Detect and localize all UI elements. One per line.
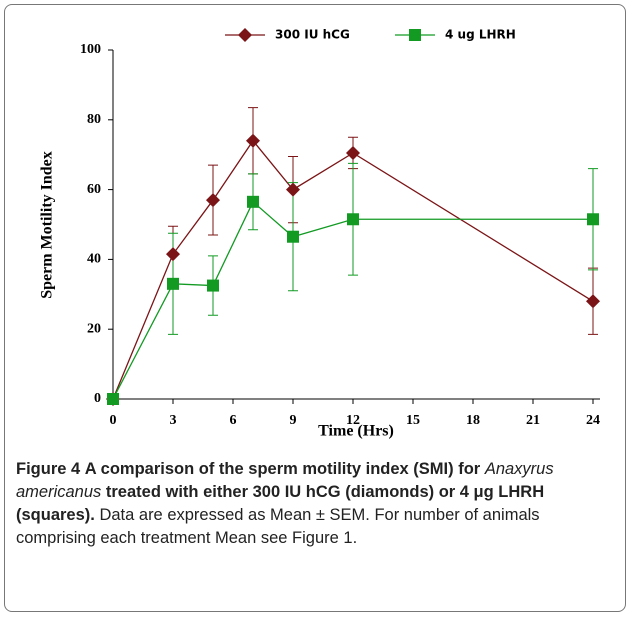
y-tick-label: 60	[87, 182, 101, 197]
diamond-marker	[206, 193, 220, 208]
legend-label: 300 IU hCG	[275, 28, 350, 42]
square-marker	[247, 195, 259, 208]
y-axis-label: Sperm Motility Index	[39, 151, 56, 299]
x-tick-label: 21	[526, 413, 540, 428]
diamond-marker	[346, 145, 360, 160]
x-tick-label: 0	[110, 413, 117, 428]
x-axis-label: Time (Hrs)	[318, 423, 394, 440]
x-tick-label: 15	[406, 413, 420, 428]
legend-marker	[238, 28, 252, 42]
diamond-marker	[246, 133, 260, 148]
caption-bold-end: treated with either 300 IU hCG (diamonds…	[16, 483, 545, 524]
x-tick-label: 3	[170, 413, 177, 428]
square-marker	[167, 277, 179, 290]
caption-bold: A comparison of the sperm motility index…	[84, 460, 481, 478]
y-tick-label: 40	[87, 252, 101, 267]
caption-text: Data are expressed as Mean ± SEM. For nu…	[16, 506, 540, 547]
caption-italic: Anaxyrus americanus	[16, 460, 554, 501]
diamond-marker	[286, 182, 300, 197]
legend-label: 4 ug LHRH	[445, 28, 516, 42]
x-tick-label: 18	[466, 413, 480, 428]
y-tick-label: 0	[94, 391, 101, 406]
diamond-marker	[586, 294, 600, 309]
x-tick-label: 9	[290, 413, 297, 428]
chart: Time (Hrs) Sperm Motility Index 02040608…	[39, 28, 600, 440]
y-tick-label: 20	[87, 321, 101, 336]
square-marker	[587, 213, 599, 226]
x-tick-label: 12	[346, 413, 360, 428]
diamond-marker	[166, 247, 180, 262]
square-marker	[347, 213, 359, 226]
caption-label: Figure 4	[16, 460, 81, 478]
figure-frame	[4, 4, 626, 612]
caption: Figure 4 A comparison of the sperm motil…	[16, 458, 612, 550]
y-tick-label: 100	[80, 42, 101, 57]
x-tick-label: 24	[586, 413, 600, 428]
y-tick-label: 80	[87, 112, 101, 127]
square-marker	[207, 279, 219, 292]
square-marker	[107, 393, 119, 405]
x-tick-label: 6	[230, 413, 237, 428]
square-marker	[287, 230, 299, 243]
legend-marker	[409, 29, 421, 41]
